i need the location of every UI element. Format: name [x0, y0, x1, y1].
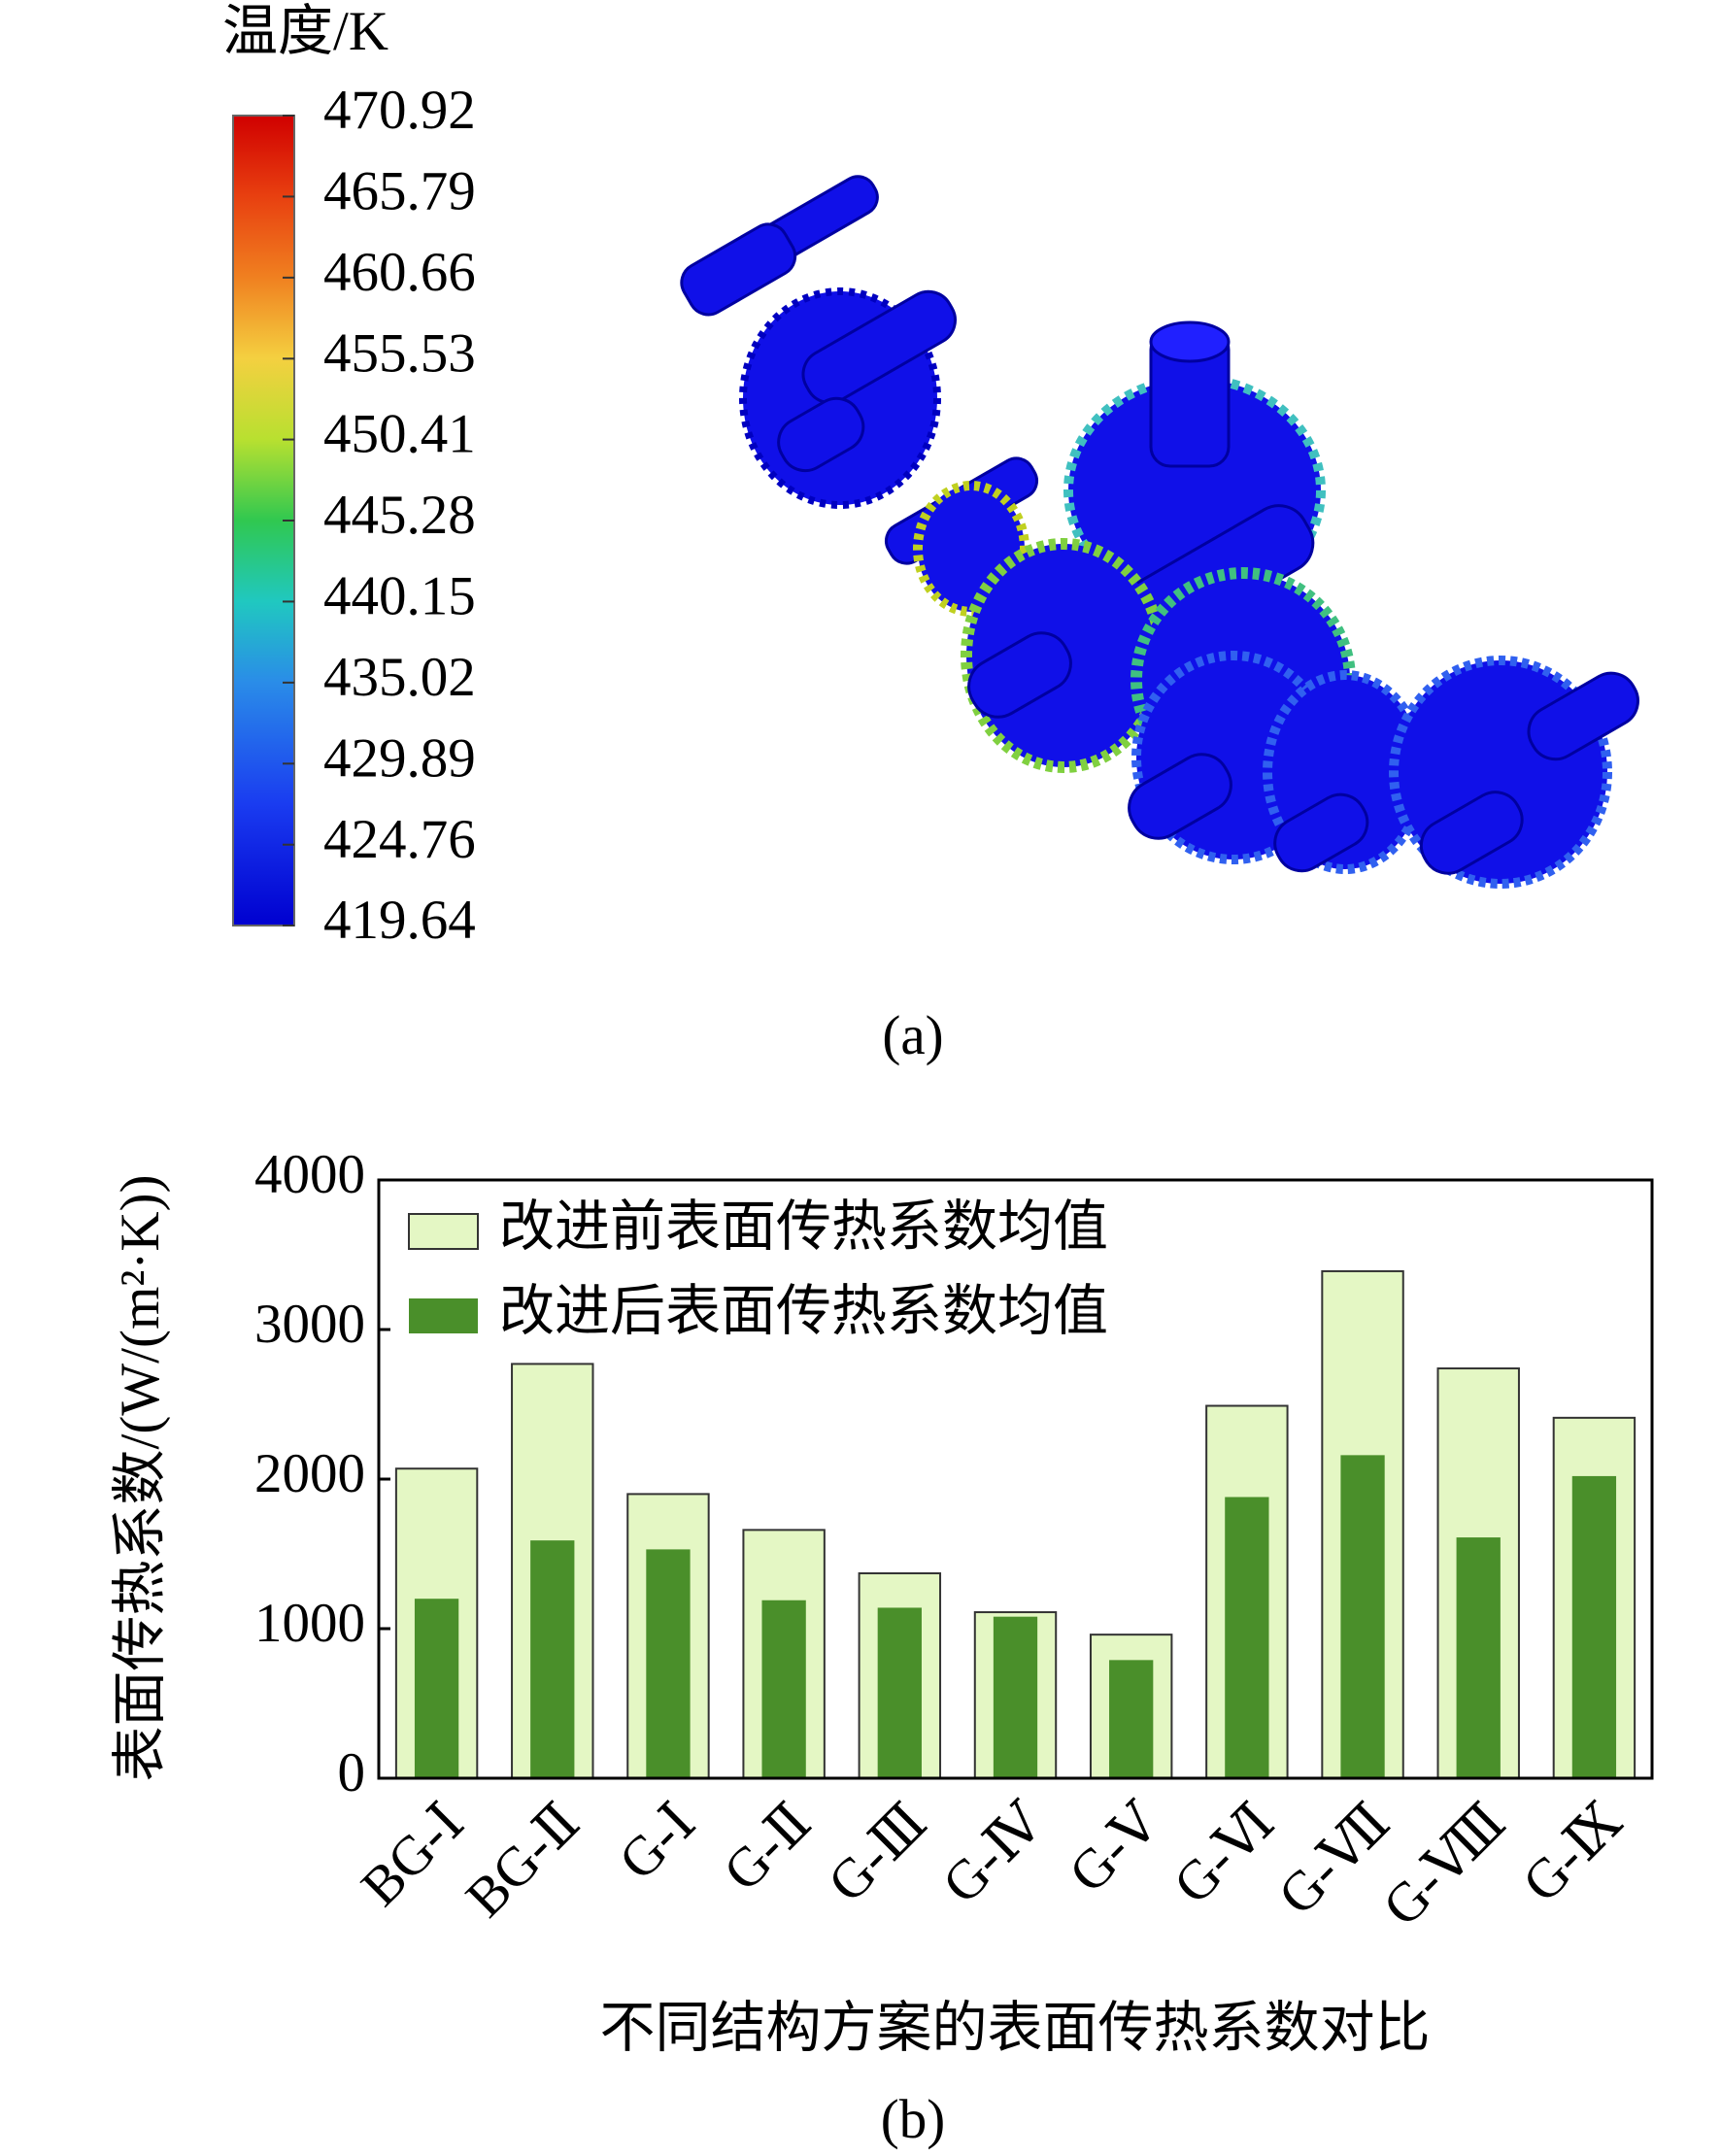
bar [877, 1607, 922, 1778]
plot-frame [377, 1178, 1654, 1780]
x-tick-label: G-Ⅰ [607, 1792, 707, 1892]
x-tick-label: G-Ⅱ [712, 1792, 823, 1903]
colorbar-tick-label: 455.53 [323, 322, 476, 384]
x-axis-title: 不同结构方案的表面传热系数对比 [600, 1998, 1431, 2059]
bar [1571, 1475, 1617, 1778]
colorbar-tick-label: 445.28 [323, 485, 476, 546]
bar [761, 1600, 806, 1778]
legend-swatch [409, 1298, 478, 1333]
bar [993, 1616, 1038, 1778]
legend-label: 改进后表面传热系数均值 [499, 1281, 1108, 1342]
colorbar-tick-label: 470.92 [323, 80, 476, 141]
bar [646, 1549, 691, 1778]
bar [414, 1599, 459, 1778]
caption-a: (a) [882, 1005, 943, 1066]
colorbar-tick-label: 450.41 [323, 404, 476, 465]
legend-swatch [408, 1213, 479, 1250]
y-tick-label: 3000 [254, 1294, 365, 1355]
x-tick-label: G-Ⅴ [1058, 1791, 1171, 1904]
x-tick-label: G-Ⅷ [1371, 1792, 1518, 1938]
bar [1109, 1660, 1154, 1778]
colorbar-tick-label: 460.66 [323, 242, 476, 303]
y-tick-label: 2000 [254, 1443, 365, 1504]
y-axis-title: 表面传热系数/(W/(m²·K)) [110, 1175, 171, 1782]
y-tick-label: 0 [338, 1742, 366, 1803]
x-tick-label: G-Ⅲ [817, 1792, 939, 1914]
bar [530, 1540, 575, 1778]
x-tick-label: BG-Ⅱ [455, 1792, 591, 1929]
bar [1340, 1455, 1385, 1778]
x-tick-label: G-Ⅳ [931, 1791, 1056, 1915]
bar [1225, 1497, 1269, 1778]
colorbar-tick-label: 429.89 [323, 727, 476, 789]
x-tick-label: G-Ⅶ [1266, 1792, 1401, 1927]
legend-label: 改进前表面传热系数均值 [499, 1196, 1108, 1258]
x-tick-label: G-Ⅸ [1511, 1792, 1634, 1914]
y-tick-label: 1000 [254, 1593, 365, 1654]
colorbar-title: 温度/K [222, 1, 388, 62]
colorbar-tick-label: 465.79 [323, 161, 476, 222]
caption-b: (b) [881, 2089, 945, 2150]
x-tick-label: BG-Ⅰ [350, 1792, 476, 1918]
colorbar-tick-label: 424.76 [323, 809, 476, 870]
colorbar-tick-label: 435.02 [323, 647, 476, 708]
gear-model [680, 175, 1639, 889]
y-tick-label: 4000 [254, 1144, 365, 1205]
x-tick-label: G-Ⅵ [1163, 1792, 1287, 1916]
colorbar-tick-label: 440.15 [323, 566, 476, 627]
bar [1456, 1537, 1501, 1778]
colorbar-tick-label: 419.64 [323, 890, 476, 951]
